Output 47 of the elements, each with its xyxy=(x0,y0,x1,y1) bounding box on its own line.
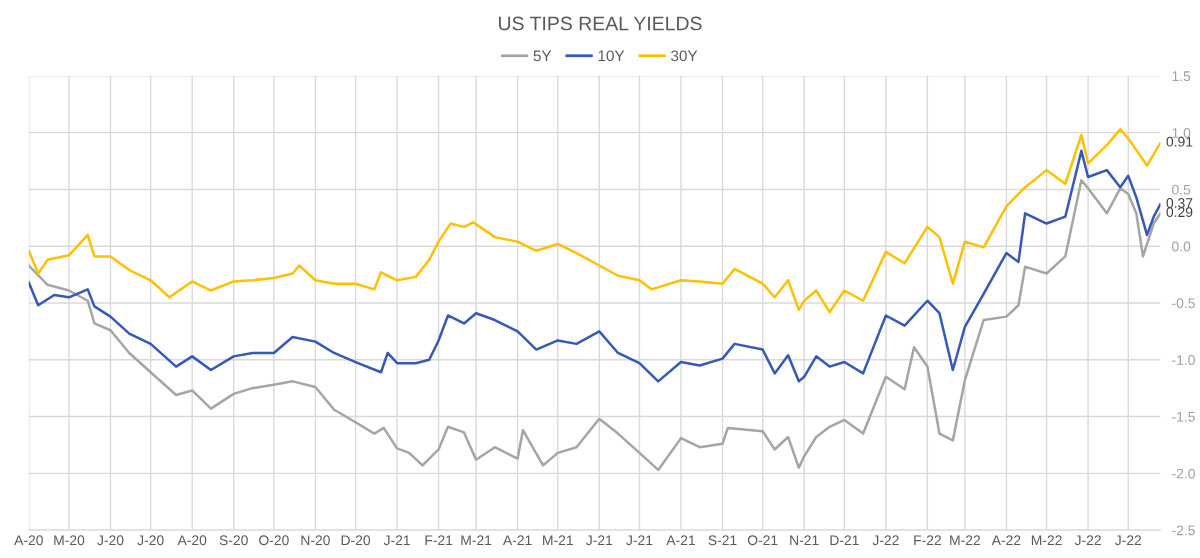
annotation: 0.37 xyxy=(1166,198,1193,208)
x-tick-label: O-21 xyxy=(747,535,778,546)
x-tick-label: J-22 xyxy=(872,535,899,546)
y-tick-label: -0.5 xyxy=(1172,298,1195,309)
x-tick-label: M-22 xyxy=(1031,535,1062,546)
annotation: 0.91 xyxy=(1166,136,1193,147)
x-tick-label: N-20 xyxy=(301,535,330,546)
x-tick-label: D-21 xyxy=(830,535,859,546)
x-tick-label: N-21 xyxy=(790,535,819,546)
x-tick-label: J-21 xyxy=(383,535,410,546)
y-tick-label: 1.5 xyxy=(1172,71,1191,82)
x-tick-label: F-22 xyxy=(914,535,941,546)
y-tick-label: 1.0 xyxy=(1172,128,1191,138)
x-tick-label: M-20 xyxy=(54,535,85,546)
x-tick-label: M-22 xyxy=(950,535,981,546)
x-tick-label: J-20 xyxy=(97,535,124,546)
x-tick-label: J-22 xyxy=(1114,535,1142,546)
x-tick-label: J-20 xyxy=(137,535,164,546)
legend-label: 10Y xyxy=(598,50,625,62)
x-tick-label: J-21 xyxy=(626,535,653,546)
x-tick-label: A-20 xyxy=(14,535,43,546)
line-series xyxy=(28,179,1161,472)
y-tick-label: 0.5 xyxy=(1172,184,1191,195)
line-series xyxy=(28,149,1161,383)
y-tick-label: 0.0 xyxy=(1172,241,1191,252)
x-tick-label: O-20 xyxy=(259,535,289,546)
line-series xyxy=(28,128,1161,314)
x-tick-label: M-21 xyxy=(543,535,573,546)
y-tick-label: -2.0 xyxy=(1172,468,1195,479)
x-tick-label: J-21 xyxy=(586,535,613,546)
x-tick-label: A-21 xyxy=(666,535,695,546)
y-tick-label: -1.5 xyxy=(1172,412,1195,422)
x-tick-label: S-21 xyxy=(708,535,737,546)
x-tick-label: A-22 xyxy=(991,535,1021,546)
x-tick-label: D-20 xyxy=(341,535,371,546)
chart-title: US TIPS REAL YIELDS xyxy=(499,16,702,31)
x-tick-label: F-21 xyxy=(425,535,453,546)
legend-label: 30Y xyxy=(671,50,698,62)
x-tick-label: M-21 xyxy=(461,535,492,546)
legend-label: 5Y xyxy=(533,50,552,62)
y-tick-label: -1.0 xyxy=(1172,355,1195,365)
x-tick-label: A-20 xyxy=(177,535,207,546)
y-tick-label: -2.5 xyxy=(1172,525,1195,536)
x-tick-label: A-21 xyxy=(502,535,532,546)
annotation: 0.29 xyxy=(1166,207,1193,218)
x-tick-label: J-22 xyxy=(1074,535,1101,546)
x-tick-label: S-20 xyxy=(219,535,248,546)
